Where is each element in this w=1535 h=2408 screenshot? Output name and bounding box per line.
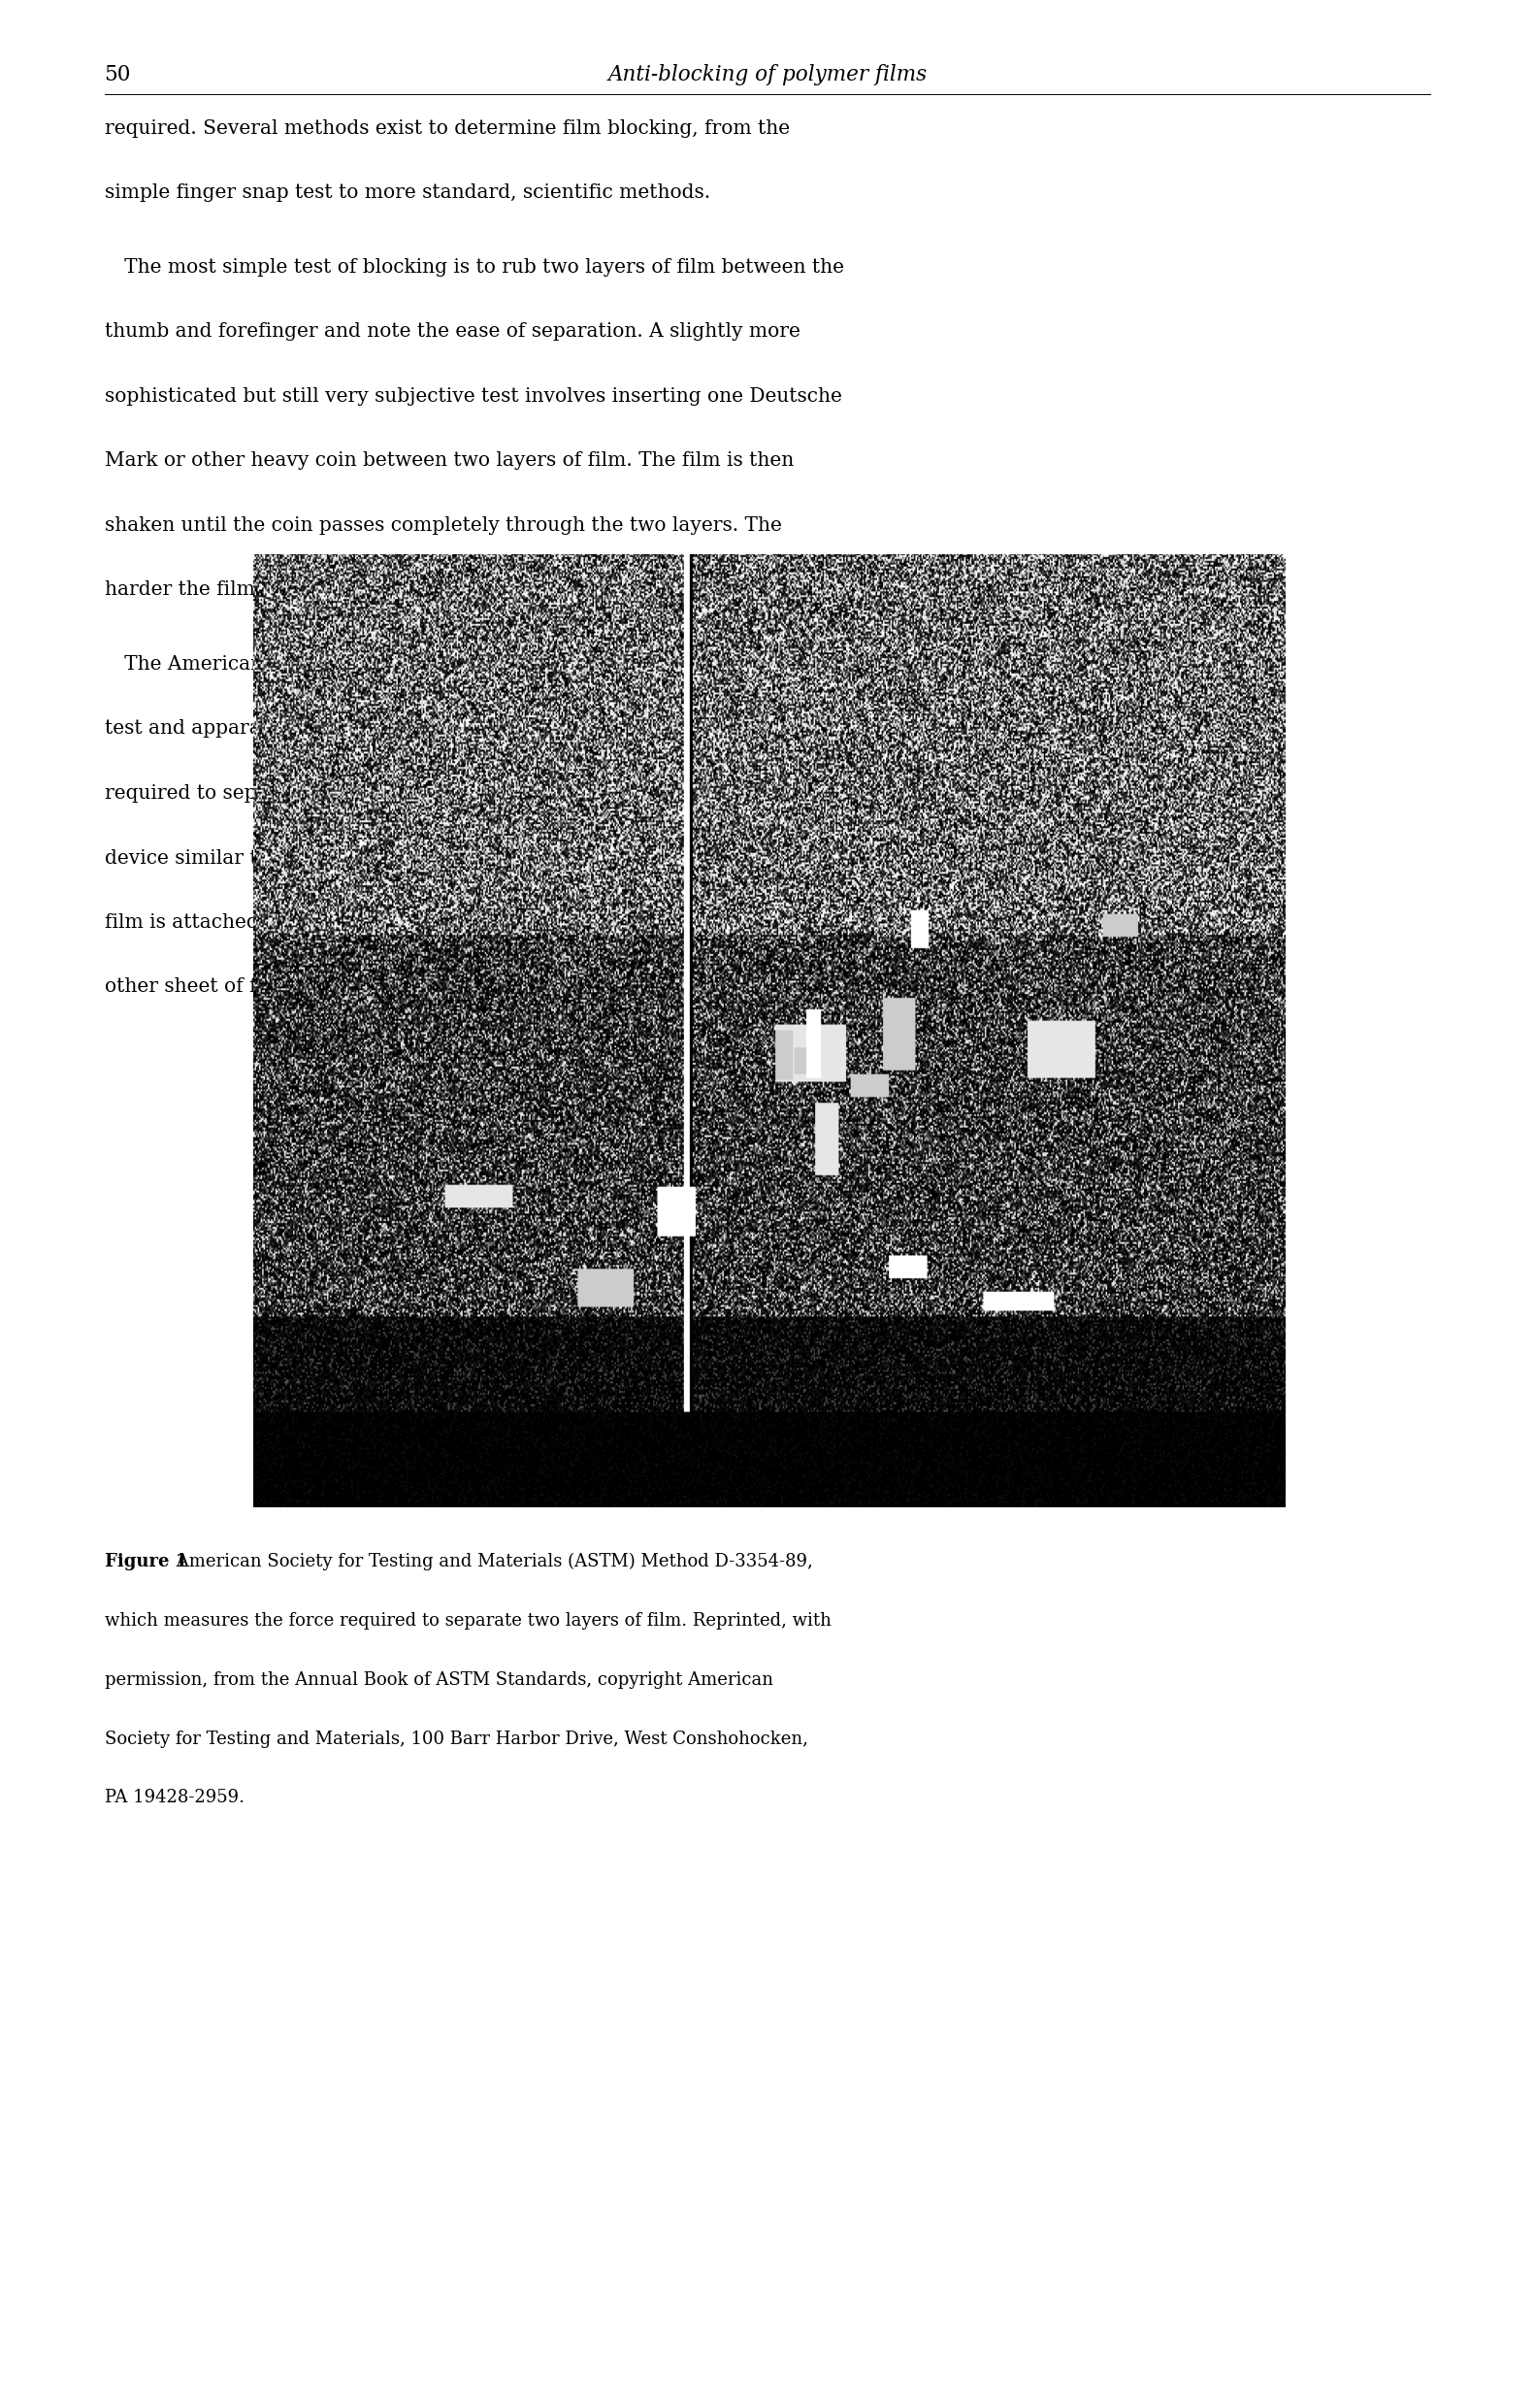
Text: The most simple test of blocking is to rub two layers of film between the: The most simple test of blocking is to r… xyxy=(104,258,844,277)
Text: required to separate two layers of film attached to a balance beam: required to separate two layers of film … xyxy=(104,785,768,802)
Text: 50: 50 xyxy=(104,63,130,84)
Text: shaken until the coin passes completely through the two layers. The: shaken until the coin passes completely … xyxy=(104,515,781,535)
Text: required. Several methods exist to determine film blocking, from the: required. Several methods exist to deter… xyxy=(104,118,789,137)
Text: thumb and forefinger and note the ease of separation. A slightly more: thumb and forefinger and note the ease o… xyxy=(104,323,800,342)
Text: Figure 1: Figure 1 xyxy=(104,1553,187,1570)
Text: simple finger snap test to more standard, scientific methods.: simple finger snap test to more standard… xyxy=(104,183,711,202)
Text: The American Society for Testing and Materials defines a scientific: The American Society for Testing and Mat… xyxy=(104,655,792,674)
Text: Mark or other heavy coin between two layers of film. The film is then: Mark or other heavy coin between two lay… xyxy=(104,453,794,470)
Text: which measures the force required to separate two layers of film. Reprinted, wit: which measures the force required to sep… xyxy=(104,1613,830,1630)
Text: Society for Testing and Materials, 100 Barr Harbor Drive, West Conshohocken,: Society for Testing and Materials, 100 B… xyxy=(104,1731,807,1748)
Text: device similar to an analytical balance (Figure 1). One sheet of blocked: device similar to an analytical balance … xyxy=(104,848,812,867)
Text: test and apparatus in Method D-3354-89, which measures the force: test and apparatus in Method D-3354-89, … xyxy=(104,720,777,737)
Text: PA 19428-2959.: PA 19428-2959. xyxy=(104,1789,244,1806)
Text: permission, from the Annual Book of ASTM Standards, copyright American: permission, from the Annual Book of ASTM… xyxy=(104,1671,774,1688)
Text: sophisticated but still very subjective test involves inserting one Deutsche: sophisticated but still very subjective … xyxy=(104,388,841,405)
Text: other sheet of film is attached to a second aluminum block which hangs: other sheet of film is attached to a sec… xyxy=(104,978,818,997)
Text: Anti-blocking of polymer films: Anti-blocking of polymer films xyxy=(608,63,927,84)
Text: harder the film must be shaken, the higher the blocking forces present.: harder the film must be shaken, the high… xyxy=(104,580,817,600)
Text: American Society for Testing and Materials (ASTM) Method D-3354-89,: American Society for Testing and Materia… xyxy=(170,1553,812,1570)
Text: film is attached to an aluminum block secured to the device’s base. The: film is attached to an aluminum block se… xyxy=(104,913,817,932)
